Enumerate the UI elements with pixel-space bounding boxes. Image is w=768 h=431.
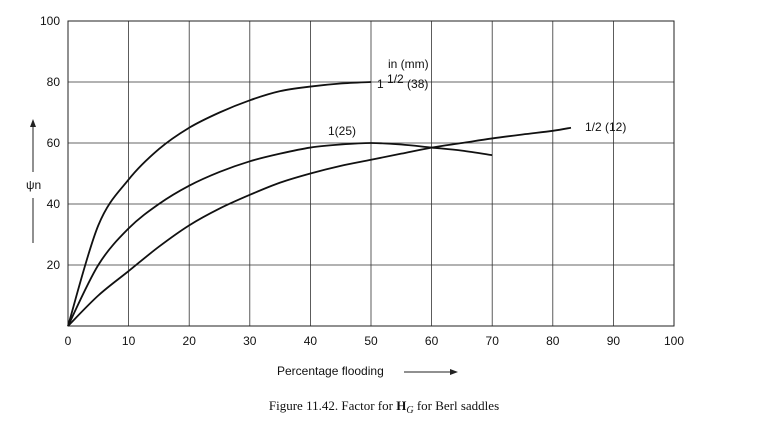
y-tick-label: 20 xyxy=(47,258,61,272)
x-tick-label: 70 xyxy=(486,334,500,348)
x-tick-label: 40 xyxy=(304,334,318,348)
x-tick-label: 60 xyxy=(425,334,439,348)
x-tick-label: 20 xyxy=(183,334,197,348)
figure-caption: Figure 11.42. Factor for HG for Berl sad… xyxy=(268,398,500,416)
x-tick-labels: 0 10 20 30 40 50 60 70 80 90 100 xyxy=(65,334,685,348)
grid xyxy=(68,21,674,326)
y-tick-label: 60 xyxy=(47,136,61,150)
x-tick-label: 50 xyxy=(364,334,378,348)
y-tick-labels: 20 40 60 80 100 xyxy=(40,14,60,272)
y-axis-label: ψn xyxy=(26,178,41,192)
plot-frame xyxy=(67,20,675,327)
y-axis-arrowhead xyxy=(30,119,36,127)
y-tick-label: 100 xyxy=(40,14,60,28)
series-label-1-2-12: 1/2 (12) xyxy=(585,120,626,134)
x-tick-label: 80 xyxy=(546,334,560,348)
series-curve-2 xyxy=(67,126,572,327)
chart: 0 10 20 30 40 50 60 70 80 90 100 20 40 60 80 100 ψn Pe… xyxy=(26,14,685,378)
series-label-1-1-2-38: 1 1/2 (38) xyxy=(377,72,428,91)
y-tick-label: 80 xyxy=(47,75,61,89)
series-curve-0 xyxy=(67,81,372,327)
x-tick-label: 0 xyxy=(65,334,72,348)
y-tick-label: 40 xyxy=(47,197,61,211)
units-note: in (mm) xyxy=(388,57,429,71)
x-tick-label: 10 xyxy=(122,334,136,348)
x-axis-arrowhead xyxy=(450,369,458,375)
x-tick-label: 30 xyxy=(243,334,257,348)
series-label-1-25: 1(25) xyxy=(328,124,356,138)
x-tick-label: 90 xyxy=(607,334,621,348)
x-tick-label: 100 xyxy=(664,334,684,348)
series-curve-1 xyxy=(67,142,493,327)
series-curves xyxy=(67,81,572,327)
caption-h-symbol: H xyxy=(396,398,407,413)
x-axis-label: Percentage flooding xyxy=(277,364,384,378)
